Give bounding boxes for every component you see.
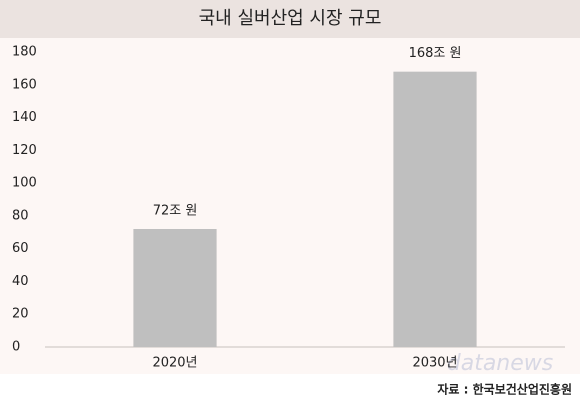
bar <box>393 71 477 348</box>
x-tick-label: 2030년 <box>412 356 457 371</box>
value-label: 72조 원 <box>153 204 198 219</box>
y-tick-label: 0 <box>12 340 20 355</box>
y-tick-label: 100 <box>12 176 37 191</box>
source: 자료 : 한국보건산업진흥원 <box>437 382 572 397</box>
value-label: 168조 원 <box>409 46 462 61</box>
y-tick-label: 20 <box>12 307 29 322</box>
plot-background <box>0 38 580 374</box>
y-tick-label: 140 <box>12 110 37 125</box>
y-tick-label: 180 <box>12 45 37 60</box>
y-tick-label: 160 <box>12 77 37 92</box>
y-tick-label: 40 <box>12 274 29 289</box>
x-tick-label: 2020년 <box>152 356 197 371</box>
chart-title: 국내 실버산업 시장 규모 <box>199 8 382 29</box>
title-band <box>0 0 580 38</box>
watermark: datanews <box>447 351 554 376</box>
y-tick-label: 60 <box>12 241 29 256</box>
bar <box>133 229 217 347</box>
y-tick-label: 120 <box>12 143 37 158</box>
y-tick-label: 80 <box>12 208 29 223</box>
